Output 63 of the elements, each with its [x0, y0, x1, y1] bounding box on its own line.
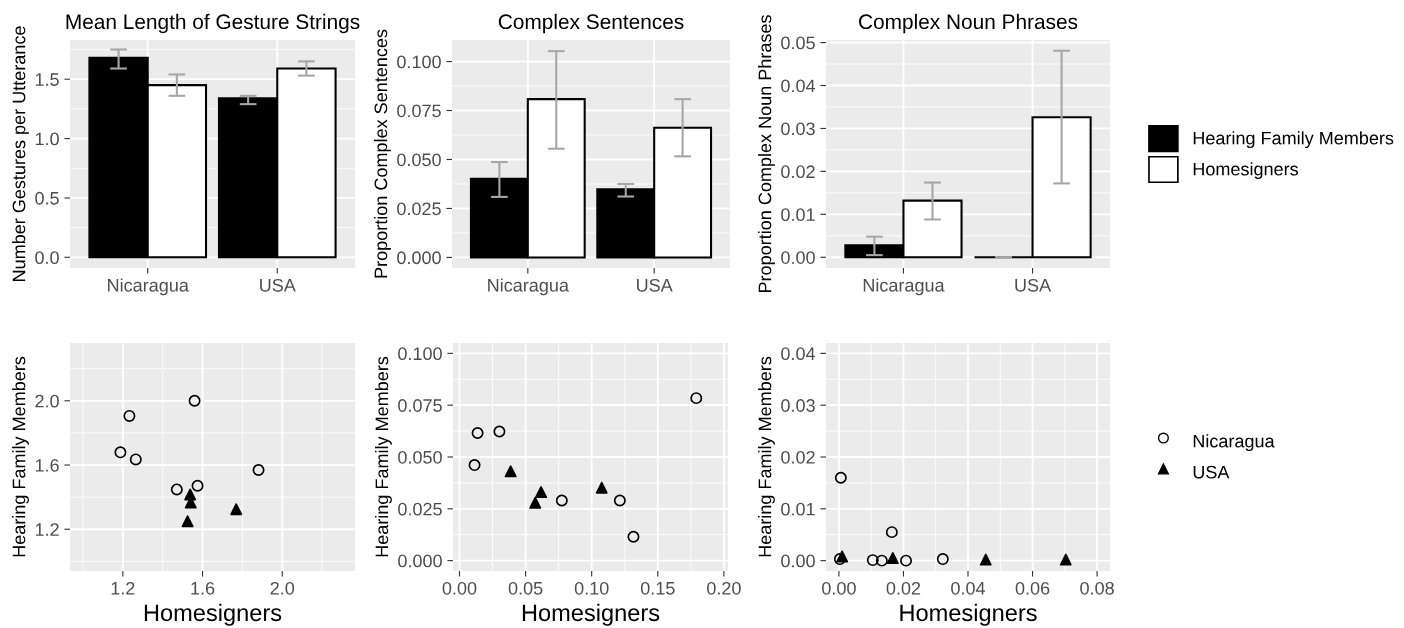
y-axis-title: Hearing Family Members	[375, 356, 392, 557]
y-tick-label: 0.02	[781, 165, 815, 179]
y-axis-title: Hearing Family Members	[12, 356, 29, 557]
y-tick-label: 0.000	[397, 251, 441, 265]
y-tick-label: 0.03	[781, 122, 815, 136]
x-tick-label: 0.00	[442, 581, 477, 595]
y-tick-label: 0.00	[781, 251, 815, 264]
y-tick-label: 0.00	[781, 554, 815, 568]
y-tick-label: 0.025	[398, 502, 442, 516]
y-tick-label: 0.100	[398, 347, 442, 361]
y-tick-label: 0.100	[397, 55, 441, 69]
x-tick-label: 2.0	[270, 581, 295, 595]
x-tick-label: Nicaragua	[108, 278, 189, 296]
chart-title: Mean Length of Gesture Strings	[66, 13, 360, 34]
x-tick-label: 0.15	[640, 581, 675, 595]
x-tick-label: 0.00	[822, 581, 856, 595]
y-tick-label: 0.02	[781, 450, 815, 464]
y-tick-label: 0.01	[781, 208, 815, 222]
y-tick-label: 0.025	[397, 202, 441, 216]
chart-title: Complex Sentences	[498, 13, 684, 34]
y-tick-label: 0.050	[398, 450, 442, 464]
y-axis-title: Number Gestures per Utterance	[12, 26, 29, 281]
legend-label: Homesigners	[1193, 162, 1299, 180]
x-tick-label: 0.10	[574, 581, 609, 595]
x-tick-label: Nicaragua	[488, 278, 569, 296]
x-tick-label: USA	[1015, 278, 1052, 292]
legend-label: USA	[1193, 465, 1230, 479]
x-tick-label: Nicaragua	[863, 278, 945, 296]
y-tick-label: 0.050	[397, 153, 441, 167]
y-tick-label: 0.04	[781, 79, 816, 93]
y-tick-label: 0.05	[781, 36, 815, 50]
y-tick-label: 0.04	[781, 347, 816, 361]
y-tick-label: 1.2	[35, 523, 59, 536]
y-tick-label: 0.01	[781, 502, 815, 516]
x-tick-label: USA	[637, 278, 673, 292]
y-tick-label: 0.5	[35, 191, 59, 205]
x-tick-label: 0.02	[886, 581, 921, 595]
legend-label: Nicaragua	[1193, 434, 1275, 452]
y-tick-label: 0.03	[781, 399, 815, 412]
y-tick-label: 1.0	[35, 132, 59, 146]
x-tick-label: 0.04	[951, 581, 986, 595]
x-tick-label: 0.06	[1015, 581, 1050, 595]
x-tick-label: 0.08	[1080, 581, 1114, 595]
x-axis-title: Homesigners	[900, 603, 1037, 626]
legend-label: Hearing Family Members	[1193, 131, 1394, 149]
y-tick-label: 1.6	[35, 458, 59, 472]
chart-title: Complex Noun Phrases	[859, 13, 1078, 34]
x-tick-label: USA	[260, 278, 296, 292]
y-tick-label: 2.0	[35, 394, 59, 408]
x-axis-title: Homesigners	[144, 603, 282, 626]
x-axis-title: Homesigners	[522, 603, 660, 626]
y-tick-label: 1.5	[35, 73, 59, 86]
y-tick-label: 0.0	[35, 251, 59, 265]
x-tick-label: 0.05	[508, 581, 543, 595]
y-tick-label: 0.000	[398, 554, 442, 568]
x-tick-label: 0.20	[707, 581, 741, 595]
y-tick-label: 0.075	[397, 104, 441, 118]
y-axis-title: Hearing Family Members	[758, 356, 775, 557]
y-axis-title: Proportion Complex Sentences	[374, 29, 391, 278]
y-axis-title: Proportion Complex Noun Phrases	[758, 15, 775, 293]
x-tick-label: 1.6	[191, 581, 215, 595]
y-tick-label: 0.075	[398, 399, 442, 412]
x-tick-label: 1.2	[111, 581, 135, 595]
